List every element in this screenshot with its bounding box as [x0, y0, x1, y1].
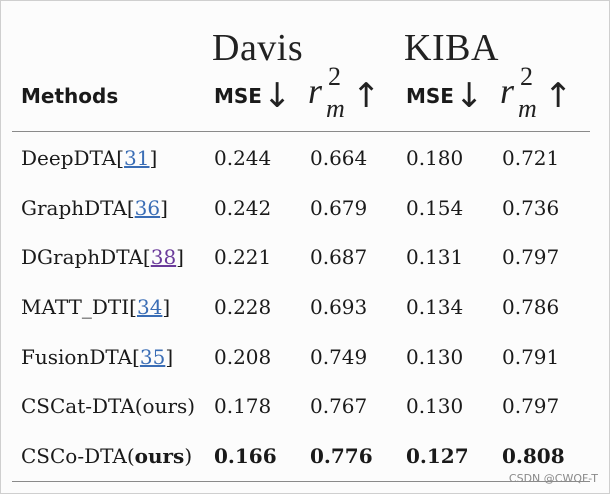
watermark: CSDN @CWQF-T: [508, 472, 598, 485]
value-cell: 0.244: [214, 146, 272, 170]
header-rule: [12, 131, 590, 132]
value-cell: 0.130: [406, 394, 464, 418]
rm-base: r: [308, 71, 323, 111]
value-cell: 0.797: [502, 394, 560, 418]
rm-base: r: [500, 71, 515, 111]
method-cell: MATT_DTI[34]: [21, 295, 171, 319]
value-cell: 0.721: [502, 146, 560, 170]
value-cell: 0.797: [502, 245, 560, 269]
value-cell: 0.679: [310, 196, 368, 220]
value-cell: 0.808: [502, 444, 565, 468]
rm-subscript: m: [326, 94, 345, 123]
value-cell: 0.242: [214, 196, 272, 220]
value-cell: 0.767: [310, 394, 368, 418]
value-cell: 0.178: [214, 394, 272, 418]
citation-link[interactable]: 36: [134, 196, 161, 220]
group-header-davis: Davis: [212, 27, 304, 69]
rm-subscript: m: [518, 94, 537, 123]
rm-superscript: 2: [328, 62, 341, 91]
rm-superscript: 2: [520, 62, 533, 91]
arrow-up-icon: ↑: [544, 76, 573, 116]
value-cell: 0.687: [310, 245, 368, 269]
table-row: DeepDTA[31] 0.244 0.664 0.180 0.721: [0, 146, 610, 176]
method-cell: DGraphDTA[38]: [21, 245, 184, 269]
citation-link[interactable]: 34: [136, 295, 163, 319]
value-cell: 0.736: [502, 196, 560, 220]
citation-link[interactable]: 35: [139, 345, 166, 369]
value-cell: 0.180: [406, 146, 464, 170]
column-header-kiba-rm2: r 2 m: [500, 62, 537, 123]
bottom-rule: [12, 481, 590, 482]
value-cell: 0.166: [214, 444, 277, 468]
column-header-kiba-mse: MSE: [406, 84, 454, 108]
table-row: CSCat-DTA(ours) 0.178 0.767 0.130 0.797: [0, 394, 610, 424]
column-header-methods: Methods: [21, 84, 119, 108]
method-cell: CSCo-DTA(ours): [21, 444, 193, 468]
value-cell: 0.134: [406, 295, 464, 319]
value-cell: 0.131: [406, 245, 464, 269]
value-cell: 0.208: [214, 345, 272, 369]
value-cell: 0.693: [310, 295, 368, 319]
arrow-down-icon: ↓: [455, 76, 484, 116]
table-row-highlight: CSCo-DTA(ours) 0.166 0.776 0.127 0.808: [0, 444, 610, 474]
table-row: GraphDTA[36] 0.242 0.679 0.154 0.736: [0, 196, 610, 226]
value-cell: 0.786: [502, 295, 560, 319]
value-cell: 0.127: [406, 444, 469, 468]
citation-link[interactable]: 31: [124, 146, 150, 170]
value-cell: 0.130: [406, 345, 464, 369]
value-cell: 0.749: [310, 345, 368, 369]
column-header-davis-mse: MSE: [214, 84, 262, 108]
column-header-davis-rm2: r 2 m: [308, 62, 345, 123]
method-cell: FusionDTA[35]: [21, 345, 174, 369]
table-row: DGraphDTA[38] 0.221 0.687 0.131 0.797: [0, 245, 610, 275]
value-cell: 0.228: [214, 295, 272, 319]
table-row: FusionDTA[35] 0.208 0.749 0.130 0.791: [0, 345, 610, 375]
method-cell: DeepDTA[31]: [21, 146, 158, 170]
citation-link[interactable]: 38: [150, 245, 177, 269]
value-cell: 0.776: [310, 444, 373, 468]
method-cell: GraphDTA[36]: [21, 196, 168, 220]
value-cell: 0.664: [310, 146, 368, 170]
value-cell: 0.221: [214, 245, 272, 269]
value-cell: 0.791: [502, 345, 560, 369]
table-row: MATT_DTI[34] 0.228 0.693 0.134 0.786: [0, 295, 610, 325]
method-cell: CSCat-DTA(ours): [21, 394, 196, 418]
value-cell: 0.154: [406, 196, 464, 220]
group-header-kiba: KIBA: [404, 27, 499, 69]
arrow-down-icon: ↓: [263, 76, 292, 116]
arrow-up-icon: ↑: [352, 76, 381, 116]
